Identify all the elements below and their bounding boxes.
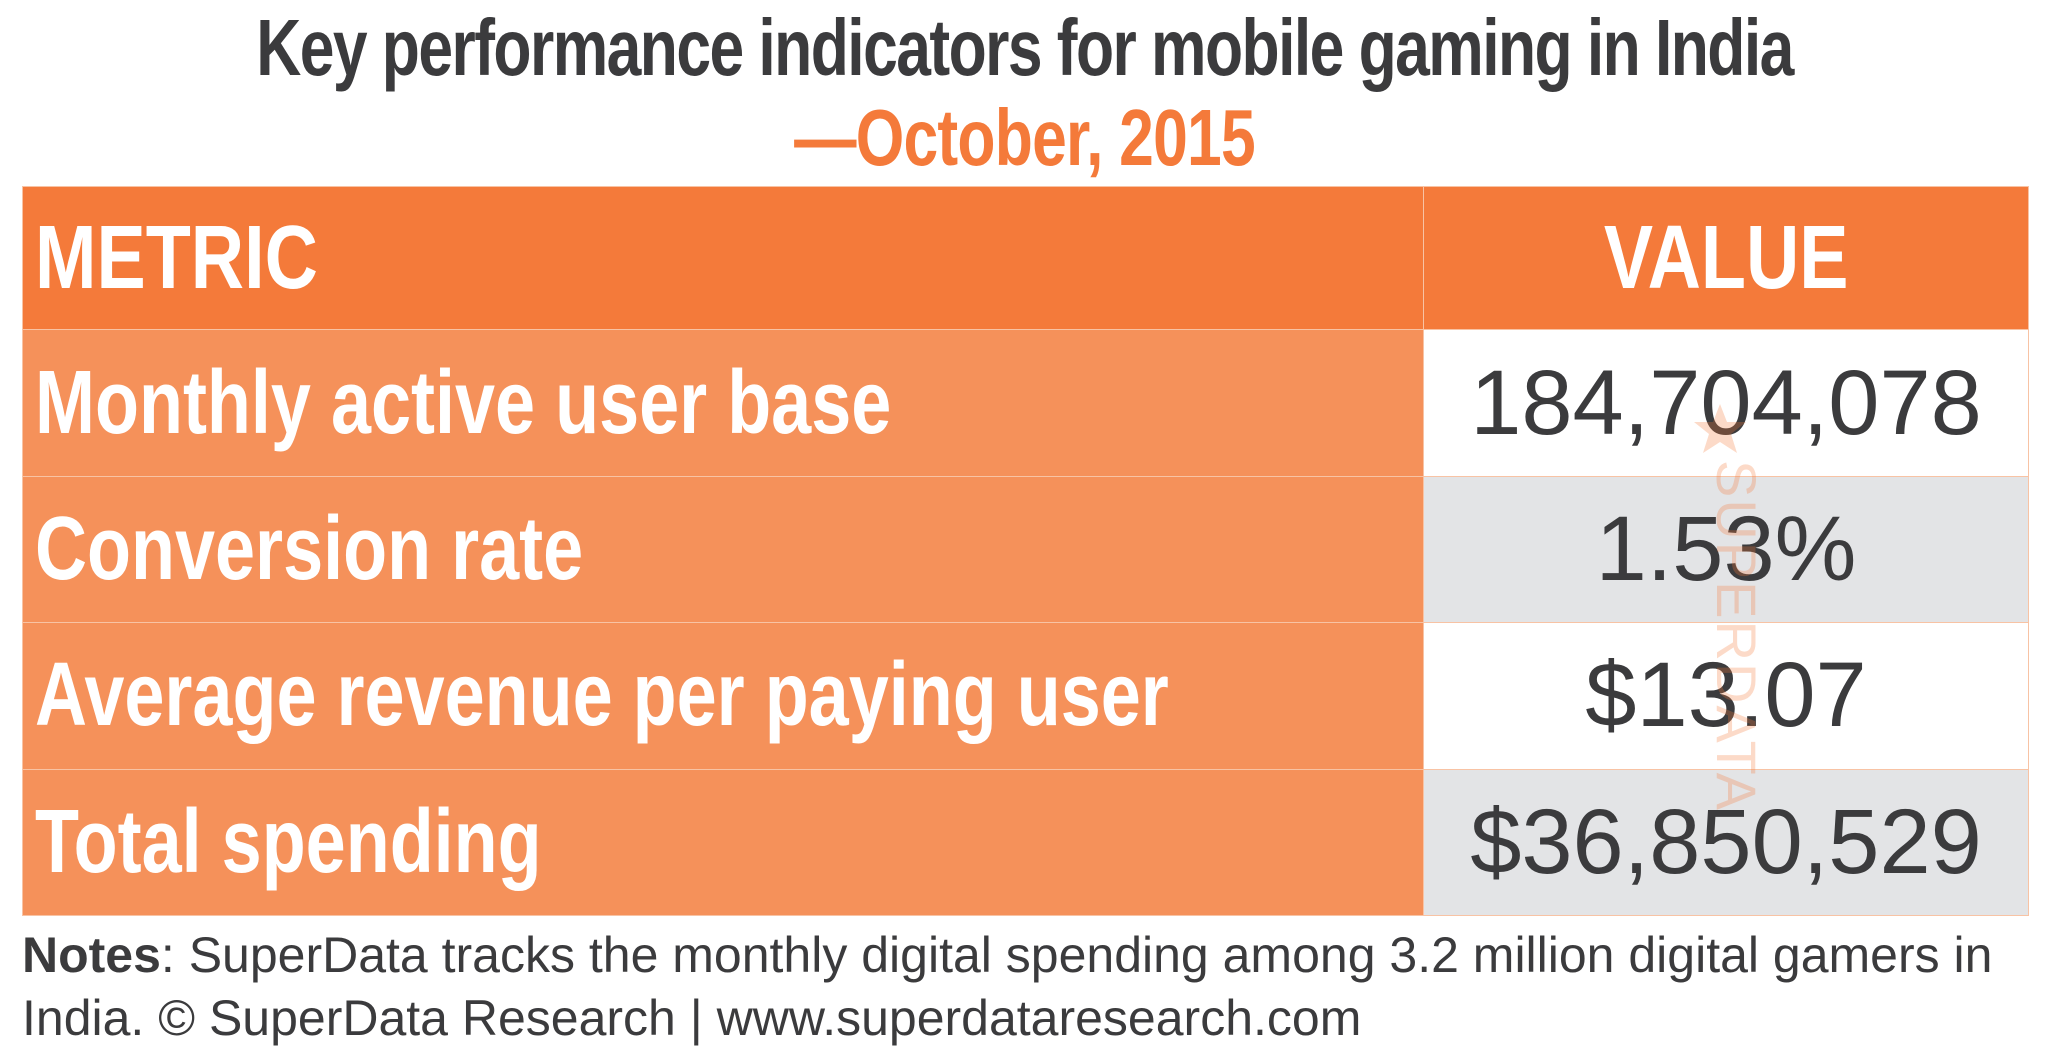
column-header-metric-label: METRIC [35,207,318,308]
value-cell: $36,850,529 [1423,768,2029,917]
column-header-value: VALUE [1423,185,2029,331]
notes-label: Notes [22,927,161,983]
notes: Notes: SuperData tracks the monthly digi… [22,924,2032,1050]
metric-label: Average revenue per paying user [35,645,1169,746]
metric-label: Monthly active user base [35,352,892,453]
metric-cell: Monthly active user base [22,329,1424,477]
column-header-value-label: VALUE [1603,207,1849,308]
table-header-row: METRIC VALUE [22,185,2029,331]
value-cell: $13.07 [1423,622,2029,770]
table-row: Average revenue per paying user $13.07 [22,622,2029,770]
metric-cell: Average revenue per paying user [22,622,1424,770]
table-row: Total spending $36,850,529 [22,768,2029,917]
metric-cell: Conversion rate [22,475,1424,624]
kpi-table: METRIC VALUE Monthly active user base 18… [22,185,2029,917]
metric-label: Total spending [35,791,542,892]
chart-title: Key performance indicators for mobile ga… [256,3,1794,92]
chart-subtitle: —October, 2015 [794,93,1256,182]
table-row: Monthly active user base 184,704,078 [22,329,2029,477]
value-cell: 184,704,078 [1423,329,2029,477]
metric-label: Conversion rate [35,498,584,599]
column-header-metric: METRIC [22,185,1424,331]
notes-text: : SuperData tracks the monthly digital s… [22,927,1993,1046]
table-row: Conversion rate 1.53% [22,475,2029,624]
value-cell: 1.53% [1423,475,2029,624]
title-block: Key performance indicators for mobile ga… [0,0,2049,180]
metric-cell: Total spending [22,768,1424,917]
